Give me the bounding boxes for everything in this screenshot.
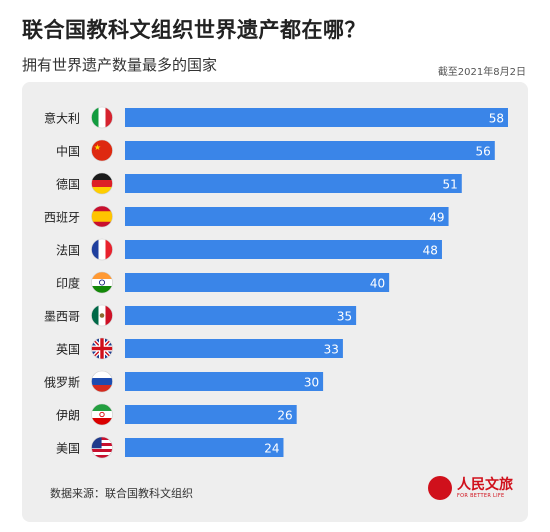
bar-row: 墨西哥 35 [44, 304, 357, 327]
bar [125, 372, 324, 391]
china-flag-icon: ★ [91, 139, 113, 162]
bar-row: 俄罗斯 30 [44, 370, 324, 393]
bar-row: 法国 48 [56, 238, 442, 261]
bar-row: 英国 33 [56, 337, 343, 360]
category-label: 伊朗 [56, 409, 80, 423]
bar [125, 108, 508, 127]
india-flag-icon [91, 271, 113, 294]
bar-row: 印度 40 [56, 271, 390, 294]
mexico-flag-icon [91, 304, 113, 327]
data-label: 30 [304, 376, 319, 390]
category-label: 英国 [56, 343, 80, 357]
bar [125, 306, 357, 325]
bar [125, 240, 442, 259]
category-label: 德国 [56, 177, 80, 192]
data-label: 48 [423, 244, 438, 258]
date-note: 截至2021年8月2日 [437, 67, 526, 78]
italy-flag-icon [91, 106, 113, 129]
data-label: 33 [324, 343, 339, 357]
bar-row: 伊朗 26 [56, 403, 297, 426]
logo-main-text: 人民文旅 [457, 476, 513, 493]
category-label: 印度 [56, 276, 80, 291]
bar-row: 美国 24 [56, 436, 284, 459]
category-label: 法国 [56, 244, 80, 258]
data-label: 58 [489, 112, 504, 126]
chart-subtitle: 拥有世界遗产数量最多的国家 [22, 56, 218, 74]
uk-flag-icon [91, 337, 113, 360]
category-label: 中国 [56, 144, 80, 159]
bar [125, 174, 462, 193]
page-title: 联合国教科文组织世界遗产都在哪？ [22, 18, 366, 42]
bar-row: 德国 51 [56, 172, 462, 195]
bar [125, 141, 495, 160]
data-label: 35 [337, 310, 352, 324]
bar-row: 中国 ★ 56 [56, 139, 495, 162]
data-label: 49 [429, 211, 444, 225]
germany-flag-icon [91, 172, 113, 195]
category-label: 意大利 [44, 111, 80, 126]
data-label: 56 [476, 145, 491, 159]
data-label: 24 [264, 442, 279, 456]
bar-row: 西班牙 49 [44, 205, 449, 228]
svg-text:★: ★ [94, 143, 101, 152]
bar [125, 273, 390, 292]
category-label: 西班牙 [44, 211, 80, 225]
data-label: 51 [442, 178, 457, 192]
usa-flag-icon [91, 436, 113, 459]
bar [125, 207, 449, 226]
brand-logo: 人民文旅 FOR BETTER LIFE [428, 476, 513, 500]
france-flag-icon [91, 238, 113, 261]
logo-emblem-icon [428, 476, 452, 500]
category-label: 俄罗斯 [44, 376, 80, 390]
russia-flag-icon [91, 370, 113, 393]
bar [125, 405, 297, 424]
category-label: 美国 [56, 442, 80, 456]
logo-sub-text: FOR BETTER LIFE [457, 492, 505, 499]
spain-flag-icon [91, 205, 113, 228]
bar [125, 438, 284, 457]
category-label: 墨西哥 [44, 310, 80, 324]
data-label: 40 [370, 277, 385, 291]
data-label: 26 [277, 409, 292, 423]
data-source: 数据来源：联合国教科文组织 [50, 487, 193, 500]
iran-flag-icon [91, 403, 113, 426]
bar [125, 339, 343, 358]
bar-row: 意大利 58 [44, 106, 508, 129]
